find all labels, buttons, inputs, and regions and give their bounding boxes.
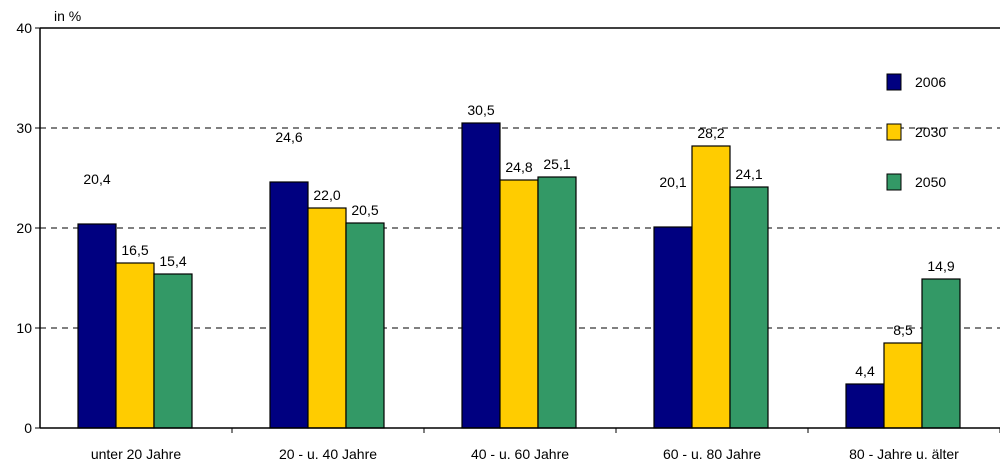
bar-2050 — [345, 222, 385, 429]
legend-label: 2050 — [915, 174, 946, 190]
y-tick-label: 30 — [16, 120, 32, 136]
bar-2030 — [307, 207, 347, 429]
data-label: 25,1 — [543, 156, 570, 172]
bar-2050 — [921, 278, 961, 429]
bar-2006 — [77, 223, 117, 429]
x-tick-label: 60 - u. 80 Jahre — [663, 446, 761, 462]
data-label: 30,5 — [467, 102, 494, 118]
data-label: 14,9 — [927, 258, 954, 274]
data-label: 24,8 — [505, 159, 532, 175]
legend-label: 2006 — [915, 74, 946, 90]
bar-2006 — [461, 122, 501, 429]
y-axis-unit-label: in % — [54, 8, 81, 24]
bar-2006 — [269, 181, 309, 429]
y-axis-ticks: 0 10 20 30 40 — [16, 20, 40, 436]
x-tick-label: 40 - u. 60 Jahre — [471, 446, 569, 462]
data-label: 22,0 — [313, 187, 340, 203]
data-label: 24,1 — [735, 166, 762, 182]
legend-swatch-2050 — [886, 173, 902, 191]
data-labels: 20,4 16,5 15,4 24,6 22,0 20,5 30,5 24,8 25,1 20,1… — [83, 102, 954, 379]
legend-swatch-2006 — [886, 73, 902, 91]
y-tick-label: 10 — [16, 320, 32, 336]
y-tick-label: 40 — [16, 20, 32, 36]
legend-swatch-2030 — [886, 123, 902, 141]
data-label: 20,1 — [659, 174, 686, 190]
bar-2006 — [653, 226, 693, 429]
bar-2030 — [883, 342, 923, 429]
x-tick-label: 20 - u. 40 Jahre — [279, 446, 377, 462]
legend: 2006 2030 2050 — [886, 73, 946, 191]
bars — [77, 122, 961, 429]
data-label: 16,5 — [121, 242, 148, 258]
bar-2030 — [499, 179, 539, 429]
data-label: 15,4 — [159, 253, 186, 269]
y-tick-label: 0 — [24, 420, 32, 436]
data-label: 8,5 — [893, 322, 913, 338]
data-label: 20,4 — [83, 171, 110, 187]
data-label: 28,2 — [697, 125, 724, 141]
bar-2050 — [729, 186, 769, 429]
gridlines — [40, 27, 1000, 329]
bar-2030 — [691, 145, 731, 429]
bar-2050 — [153, 273, 193, 429]
data-label: 20,5 — [351, 202, 378, 218]
bar-2050 — [537, 176, 577, 429]
legend-label: 2030 — [915, 124, 946, 140]
x-axis-ticks: unter 20 Jahre 20 - u. 40 Jahre 40 - u. 60… — [91, 428, 1000, 462]
x-tick-label: 80 - Jahre u. älter — [849, 446, 959, 462]
bar-2030 — [115, 262, 155, 429]
bar-2006 — [845, 383, 885, 429]
data-label: 4,4 — [855, 363, 875, 379]
x-tick-label: unter 20 Jahre — [91, 446, 181, 462]
data-label: 24,6 — [275, 129, 302, 145]
y-tick-label: 20 — [16, 220, 32, 236]
